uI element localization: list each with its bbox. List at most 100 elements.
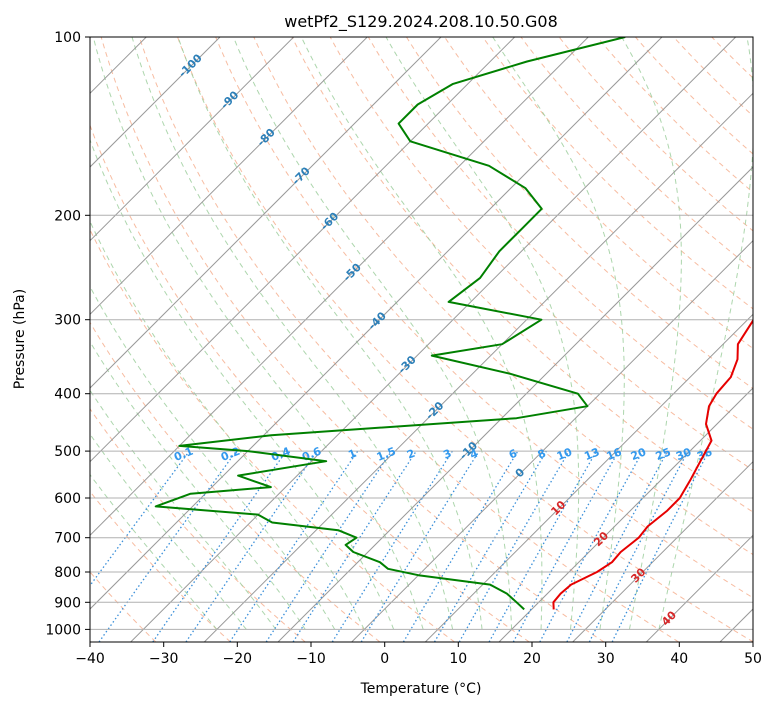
x-axis-label: Temperature (°C) (360, 681, 482, 697)
dewpoint-profile-line (154, 37, 626, 611)
dry-adiabat-line (520, 37, 753, 271)
isotherm-line (90, 37, 442, 389)
x-tick-label: 40 (670, 651, 688, 667)
dry-adiabat-line (558, 37, 753, 232)
isotherm-line (645, 534, 753, 642)
moist-adiabat-line (658, 37, 753, 630)
mixing-ratio-line (90, 450, 190, 587)
mixing-ratio-line (512, 450, 620, 642)
isotherm-line (90, 37, 369, 316)
dry-adiabat-line (443, 37, 753, 350)
moist-adiabat-line (90, 473, 218, 630)
isotherm-line (90, 37, 221, 168)
y-tick-label: 900 (54, 595, 81, 611)
dry-adiabat-line (253, 37, 753, 556)
moist-adiabat-line (232, 37, 513, 630)
isotherm-line (719, 608, 753, 642)
y-tick-label: 400 (54, 387, 81, 403)
moist-adiabat-line (177, 37, 483, 630)
isotherm-line (90, 37, 516, 463)
y-tick-label: 200 (54, 208, 81, 224)
moist-adiabat-line (90, 389, 277, 630)
dry-adiabat-line (711, 37, 753, 79)
mixing-ratio-line (611, 450, 710, 642)
moist-adiabat-line (90, 433, 247, 630)
isotherm-line (90, 37, 295, 242)
mixing-ratio-label: 2 (405, 447, 417, 462)
dry-adiabat-line (596, 37, 753, 193)
moist-adiabat-line (492, 37, 625, 630)
mixing-ratio-line (539, 450, 644, 642)
isotherm-line (277, 166, 753, 642)
x-tick-label: −30 (149, 651, 179, 667)
mixing-ratio-line (402, 450, 519, 642)
x-tick-label: −40 (75, 651, 105, 667)
mixing-ratio-line (265, 450, 392, 642)
isotherm-line (351, 239, 753, 642)
dry-adiabat-line (405, 37, 753, 390)
x-tick-label: 30 (597, 651, 615, 667)
moist-adiabat-line (621, 37, 682, 630)
mixing-ratio-label: 16 (605, 445, 624, 463)
y-tick-label: 1000 (45, 622, 81, 638)
mixing-ratio-label: 10 (555, 445, 574, 463)
moist-adiabat-line (90, 138, 395, 630)
dry-adiabat-line (177, 37, 753, 642)
dry-adiabat-line (672, 37, 753, 117)
mixing-ratio-label: 30 (674, 445, 693, 463)
mixing-ratio-line (331, 450, 453, 642)
mixing-ratio-label: 25 (654, 445, 673, 463)
dry-adiabat-line (100, 37, 605, 642)
mixing-ratio-line (98, 450, 237, 642)
x-tick-label: 10 (449, 651, 467, 667)
dry-adiabat-line (367, 37, 753, 430)
dry-adiabat-line (329, 37, 753, 471)
moist-adiabat-line (300, 37, 543, 630)
isotherm-line (572, 460, 753, 642)
mixing-ratio-line (360, 450, 480, 642)
isotherm-line (90, 37, 663, 610)
y-tick-label: 500 (54, 444, 81, 460)
moist-adiabat-line (90, 285, 336, 630)
mixing-ratio-line (185, 450, 318, 642)
background-lines (90, 37, 753, 642)
isotherm-line (424, 313, 753, 642)
dry-adiabat-line (749, 37, 753, 41)
mixing-ratio-line (292, 450, 417, 642)
y-axis-label: Pressure (hPa) (12, 289, 28, 389)
dry-adiabat-line (90, 407, 306, 642)
moist-adiabat-line (90, 220, 365, 630)
moist-adiabat-line (92, 37, 424, 630)
moist-adiabat-line (131, 37, 454, 630)
y-tick-label: 300 (54, 313, 81, 329)
dry-adiabat-line (634, 37, 753, 155)
moist-adiabat-line (385, 37, 580, 630)
mixing-ratio-label: 1.5 (375, 445, 398, 464)
x-tick-label: −10 (296, 651, 326, 667)
dry-adiabat-line (90, 228, 455, 642)
dry-adiabat-line (482, 37, 753, 310)
chart-title: wetPf2_S129.2024.208.10.50.G08 (284, 12, 558, 32)
dry-adiabat-line (90, 490, 231, 642)
mixing-ratio-line (433, 450, 547, 642)
plot-frame (89, 36, 754, 643)
dry-adiabat-line (90, 321, 381, 642)
mixing-ratio-label: 1 (346, 447, 358, 462)
mixing-ratio-label: 20 (629, 445, 648, 463)
y-tick-label: 100 (54, 30, 81, 46)
mixing-ratio-line (566, 450, 669, 642)
temperature-profile-line (552, 317, 753, 610)
mixing-ratio-line (152, 450, 287, 642)
y-tick-label: 600 (54, 491, 81, 507)
x-tick-label: −20 (223, 651, 253, 667)
isotherm-line (130, 37, 737, 642)
x-tick-label: 0 (380, 651, 389, 667)
x-tick-label: 20 (523, 651, 541, 667)
isotherm-label: -100 (176, 51, 205, 80)
mixing-ratio-label: 6 (507, 447, 519, 462)
isotherm-line (498, 387, 753, 642)
axis-ticks: −40 −30 −20 −10 0 10 20 30 40 50 100 200 300 400 500 60… (45, 30, 762, 667)
mixing-ratio-label: 8 (536, 447, 548, 462)
isotherm-line (90, 37, 590, 537)
